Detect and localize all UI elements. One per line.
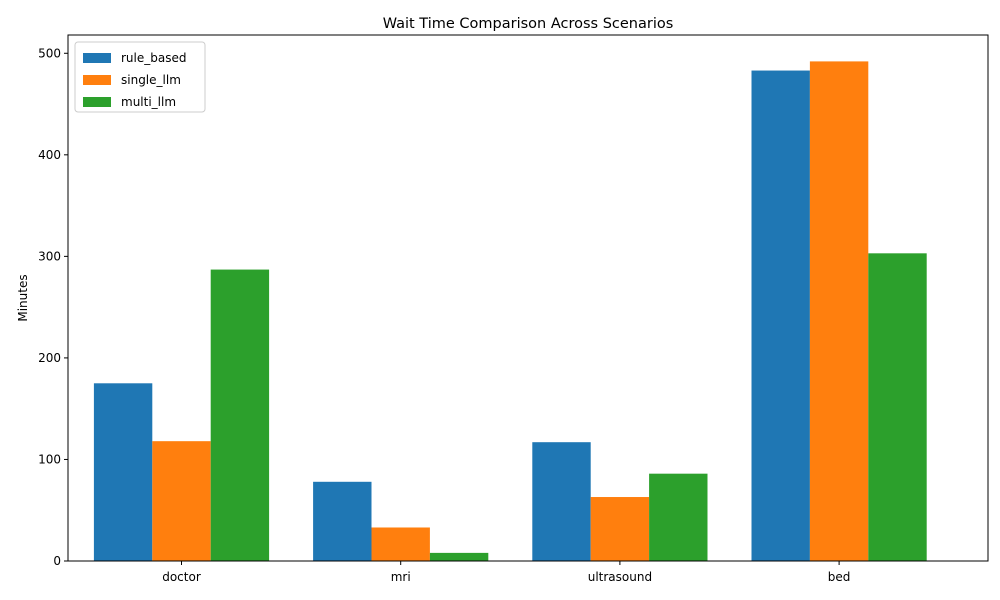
bar-single_llm-mri	[371, 527, 430, 561]
legend-swatch-multi_llm	[83, 97, 111, 107]
y-tick-label: 500	[38, 46, 61, 60]
bar-rule_based-bed	[751, 70, 810, 562]
bar-multi_llm-bed	[868, 253, 927, 561]
x-axis: doctor mri ultrasound bed	[162, 561, 850, 584]
bar-rule_based-doctor	[93, 383, 153, 561]
y-axis-label: Minutes	[16, 274, 30, 321]
bar-single_llm-ultrasound	[590, 497, 650, 561]
legend-swatch-rule_based	[83, 53, 111, 63]
y-tick-label: 100	[38, 452, 61, 466]
bar-multi_llm-mri	[429, 552, 489, 561]
y-tick-label: 400	[38, 148, 61, 162]
x-tick-label: bed	[828, 570, 851, 584]
bar-single_llm-bed	[809, 61, 869, 561]
plot-frame	[67, 34, 989, 562]
bars-group	[93, 61, 927, 562]
bar-multi_llm-ultrasound	[649, 473, 708, 561]
legend-label-single_llm: single_llm	[121, 73, 181, 87]
bar-multi_llm-doctor	[210, 269, 270, 561]
y-tick-label: 0	[53, 554, 61, 568]
legend-swatch-single_llm	[83, 75, 111, 85]
x-tick-label: doctor	[162, 570, 201, 584]
bar-rule_based-mri	[313, 481, 372, 561]
bar-rule_based-ultrasound	[532, 442, 591, 561]
bar-single_llm-doctor	[152, 441, 211, 561]
legend: rule_based single_llm multi_llm	[74, 41, 206, 113]
x-tick-label: ultrasound	[588, 570, 652, 584]
legend-label-multi_llm: multi_llm	[121, 95, 176, 109]
x-tick-label: mri	[391, 570, 411, 584]
y-axis: 0 100 200 300 400 500	[38, 46, 68, 568]
legend-label-rule_based: rule_based	[121, 51, 186, 65]
y-tick-label: 300	[38, 249, 61, 263]
y-tick-label: 200	[38, 351, 61, 365]
chart-title: Wait Time Comparison Across Scenarios	[383, 16, 674, 32]
